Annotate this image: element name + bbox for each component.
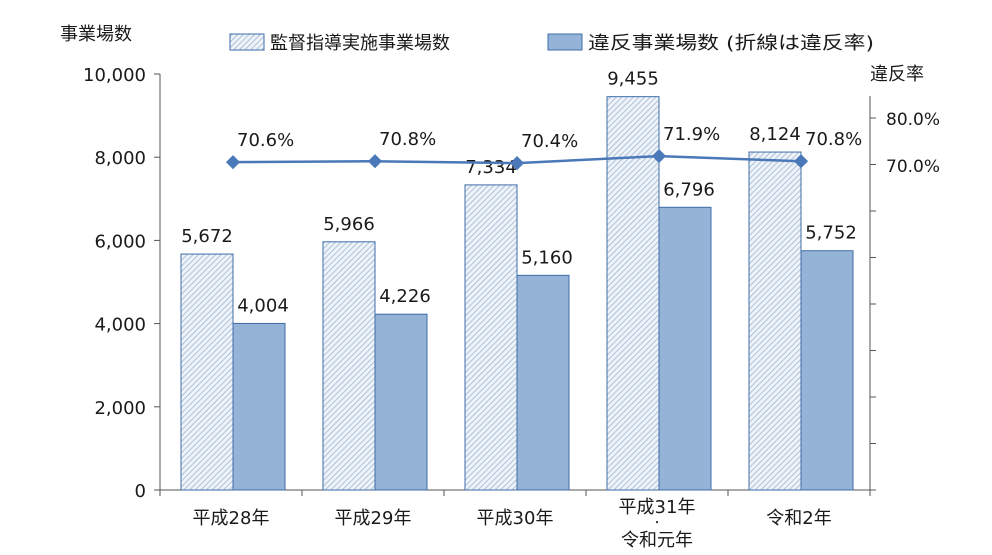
bar-label-inspected: 8,124	[749, 124, 801, 145]
rate-point	[367, 154, 383, 169]
bar-label-violation: 4,004	[237, 295, 289, 316]
legend-swatch-hatched	[229, 33, 265, 51]
left-tick-label: 8,000	[94, 148, 146, 169]
rate-point	[651, 148, 667, 164]
right-tick-label: 80.0%	[886, 110, 940, 130]
legend-label-violation: 違反事業場数 (折線は違反率)	[588, 33, 874, 54]
bar-inspected	[322, 241, 376, 491]
rate-label: 70.8%	[805, 129, 862, 150]
bar-inspected	[606, 96, 660, 491]
right-tick-label: 70.0%	[886, 157, 940, 177]
rate-label: 70.4%	[521, 131, 578, 152]
bar-label-inspected: 9,455	[607, 69, 659, 90]
rate-label: 70.6%	[237, 130, 294, 151]
x-label: 平成28年	[193, 508, 270, 529]
left-tick-label: 6,000	[94, 231, 146, 252]
bar-inspected	[464, 184, 518, 491]
bar-violation	[232, 322, 286, 491]
bar-labels: 5,672 4,004 5,966 4,226 7,334 5,160 9,455 6,796…	[181, 69, 857, 317]
x-label: 平成30年	[477, 508, 554, 529]
bar-violation	[800, 250, 854, 491]
left-tick-label: 4,000	[94, 315, 146, 336]
right-axis: 80.0% 70.0%	[869, 96, 940, 491]
x-label: 平成31年・令和元年	[619, 497, 696, 551]
left-axis: 0 2,000 4,000 6,000 8,000 10,000	[83, 65, 871, 502]
violation-rate-line: 70.6% 70.8% 70.4% 71.9% 70.8%	[225, 124, 862, 171]
x-label-line: 平成31年	[619, 497, 696, 518]
bar-label-inspected: 5,966	[323, 214, 375, 235]
bar-violation	[516, 274, 570, 491]
rate-label: 70.8%	[379, 129, 436, 150]
bar-label-violation: 5,160	[521, 247, 573, 268]
bar-label-inspected: 5,672	[181, 226, 233, 247]
bar-label-inspected: 7,334	[465, 157, 517, 178]
rate-label: 71.9%	[663, 124, 720, 145]
x-axis-labels: 平成28年 平成29年 平成30年 平成31年・令和元年 令和2年	[193, 497, 832, 551]
bar-inspected	[748, 151, 802, 491]
x-label-line: 令和元年	[621, 530, 693, 551]
x-label: 平成29年	[335, 508, 412, 529]
legend-label-inspected: 監督指導実施事業場数	[270, 33, 450, 54]
bar-label-violation: 4,226	[379, 286, 431, 307]
x-label-line: ・	[652, 518, 662, 529]
x-label: 令和2年	[766, 508, 831, 529]
legend: 監督指導実施事業場数 違反事業場数 (折線は違反率)	[229, 33, 874, 54]
bars	[180, 96, 854, 491]
bar-violation	[374, 313, 428, 491]
left-tick-label: 0	[135, 481, 146, 502]
rate-point	[793, 154, 809, 169]
left-tick-label: 2,000	[94, 398, 146, 419]
right-axis-title: 違反率	[870, 64, 924, 85]
bar-inspected	[180, 253, 234, 491]
left-tick-label: 10,000	[83, 65, 146, 86]
rate-point	[225, 155, 241, 170]
rate-point	[509, 156, 525, 171]
left-axis-title: 事業場数	[60, 24, 132, 45]
bar-violation	[658, 206, 712, 491]
bar-label-violation: 5,752	[805, 223, 857, 244]
legend-swatch-solid	[547, 33, 583, 51]
bar-label-violation: 6,796	[663, 179, 715, 200]
